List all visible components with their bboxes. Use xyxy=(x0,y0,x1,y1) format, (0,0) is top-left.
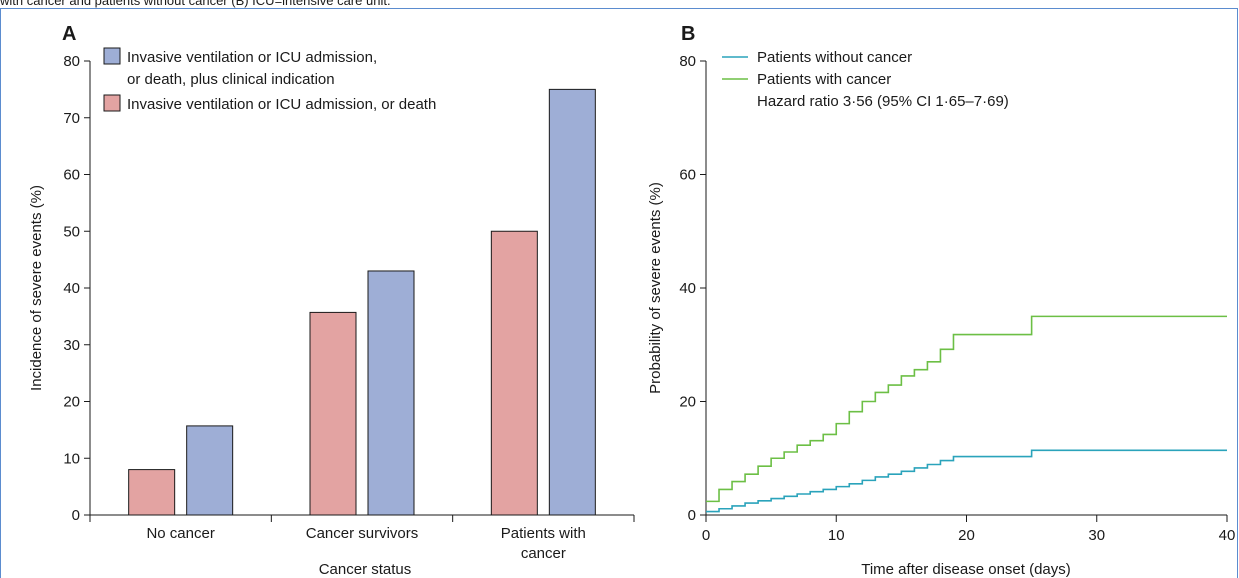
panel-a-bars xyxy=(128,88,596,516)
panel-a-y-tick-label: 30 xyxy=(63,337,80,354)
panel-b-x-tick-label: 30 xyxy=(1088,527,1105,544)
bar-death xyxy=(309,311,357,516)
panel-a-legend: Invasive ventilation or ICU admission, or… xyxy=(103,47,436,113)
panel-b-x-axis-title: Time after disease onset (days) xyxy=(861,561,1071,578)
panel-a-category-label: No cancer xyxy=(146,525,214,542)
panel-b-lines xyxy=(706,315,1227,513)
panel-b-x-tick-label: 0 xyxy=(702,527,710,544)
bar-death xyxy=(490,230,538,516)
figure-border xyxy=(0,8,1238,578)
panel-b-hazard-ratio-annotation: Hazard ratio 3·56 (95% CI 1·65–7·69) xyxy=(757,93,1009,110)
panel-a-y-tick-label: 20 xyxy=(63,394,80,411)
bar-clinical-indication xyxy=(367,270,415,516)
panel-b-x-tick-label: 10 xyxy=(828,527,845,544)
panel-a-bar-chart: A 0 10 20 30 40 50 60 70 80 No cancer Cancer survi… xyxy=(28,23,635,578)
legend-label-clinical-indication: or death, plus clinical indication xyxy=(127,71,335,88)
legend-swatch-death xyxy=(103,94,121,112)
bar-clinical-indication xyxy=(548,88,596,516)
panel-a-y-tick-label: 70 xyxy=(63,110,80,127)
panel-a-category-label: Cancer survivors xyxy=(306,525,419,542)
panel-a-y-tick-label: 10 xyxy=(63,450,80,467)
figure-frame: A 0 10 20 30 40 50 60 70 80 No cancer Cancer survi… xyxy=(0,8,1238,578)
legend-label-with-cancer: Patients with cancer xyxy=(757,71,891,88)
panel-b-letter: B xyxy=(681,23,695,45)
panel-a-category-label: Patients with xyxy=(501,525,586,542)
panel-b-y-axis-title: Probability of severe events (%) xyxy=(647,182,664,394)
panel-b-y-tick-label: 40 xyxy=(679,280,696,297)
caption-text: with cancer and patients without cancer … xyxy=(0,0,391,8)
legend-label-death: Invasive ventilation or ICU admission, o… xyxy=(127,96,436,113)
panel-a-y-tick-label: 40 xyxy=(63,280,80,297)
panel-b-y-tick-label: 20 xyxy=(679,394,696,411)
panel-a-y-tick-label: 50 xyxy=(63,223,80,240)
line-patients-with-cancer xyxy=(706,315,1227,503)
panel-a-category-label: cancer xyxy=(521,545,566,562)
panel-a-letter: A xyxy=(62,23,76,45)
top-caption-fragment: with cancer and patients without cancer … xyxy=(0,0,1239,8)
panel-a-y-tick-label: 80 xyxy=(63,53,80,70)
panel-a-y-tick-label: 0 xyxy=(72,507,80,524)
panel-b-y-tick-label: 0 xyxy=(688,507,696,524)
panel-b-axes: 0 20 40 60 80 0 10 20 30 40 xyxy=(679,53,1235,544)
panel-a-axes: 0 10 20 30 40 50 60 70 80 No cancer Cancer survivo… xyxy=(63,53,635,562)
legend-label-without-cancer: Patients without cancer xyxy=(757,49,912,66)
panel-b-y-tick-label: 80 xyxy=(679,53,696,70)
panel-b-y-tick-label: 60 xyxy=(679,167,696,184)
panel-b-line-chart: B 0 20 40 60 80 0 10 20 30 40 Patients without ca… xyxy=(647,23,1235,578)
legend-swatch-clinical-indication xyxy=(103,47,121,65)
panel-a-y-axis-title: Incidence of severe events (%) xyxy=(28,185,45,391)
bar-clinical-indication xyxy=(186,425,234,516)
panel-b-x-tick-label: 20 xyxy=(958,527,975,544)
bar-death xyxy=(128,469,176,516)
panel-b-legend: Patients without cancer Patients with can… xyxy=(722,49,912,88)
panel-a-x-axis-title: Cancer status xyxy=(319,561,412,578)
panel-a-y-tick-label: 60 xyxy=(63,167,80,184)
legend-label-clinical-indication: Invasive ventilation or ICU admission, xyxy=(127,49,377,66)
line-patients-without-cancer xyxy=(706,449,1227,513)
panel-b-x-tick-label: 40 xyxy=(1219,527,1236,544)
